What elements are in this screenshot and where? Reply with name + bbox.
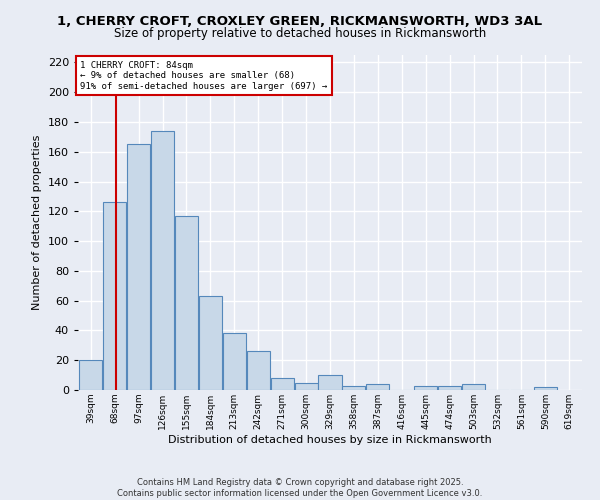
Text: 1, CHERRY CROFT, CROXLEY GREEN, RICKMANSWORTH, WD3 3AL: 1, CHERRY CROFT, CROXLEY GREEN, RICKMANS… — [58, 15, 542, 28]
Bar — [223, 334, 246, 390]
Text: Size of property relative to detached houses in Rickmansworth: Size of property relative to detached ho… — [114, 28, 486, 40]
Bar — [295, 382, 317, 390]
Text: Contains HM Land Registry data © Crown copyright and database right 2025.
Contai: Contains HM Land Registry data © Crown c… — [118, 478, 482, 498]
Bar — [151, 131, 174, 390]
X-axis label: Distribution of detached houses by size in Rickmansworth: Distribution of detached houses by size … — [168, 434, 492, 444]
Bar — [462, 384, 485, 390]
Bar — [103, 202, 126, 390]
Bar — [175, 216, 198, 390]
Bar — [199, 296, 222, 390]
Bar — [319, 375, 341, 390]
Bar — [247, 352, 270, 390]
Bar — [366, 384, 389, 390]
Bar — [414, 386, 437, 390]
Bar — [534, 387, 557, 390]
Bar — [271, 378, 294, 390]
Bar — [438, 386, 461, 390]
Y-axis label: Number of detached properties: Number of detached properties — [32, 135, 42, 310]
Bar — [127, 144, 150, 390]
Bar — [343, 386, 365, 390]
Text: 1 CHERRY CROFT: 84sqm
← 9% of detached houses are smaller (68)
91% of semi-detac: 1 CHERRY CROFT: 84sqm ← 9% of detached h… — [80, 61, 328, 91]
Bar — [79, 360, 103, 390]
